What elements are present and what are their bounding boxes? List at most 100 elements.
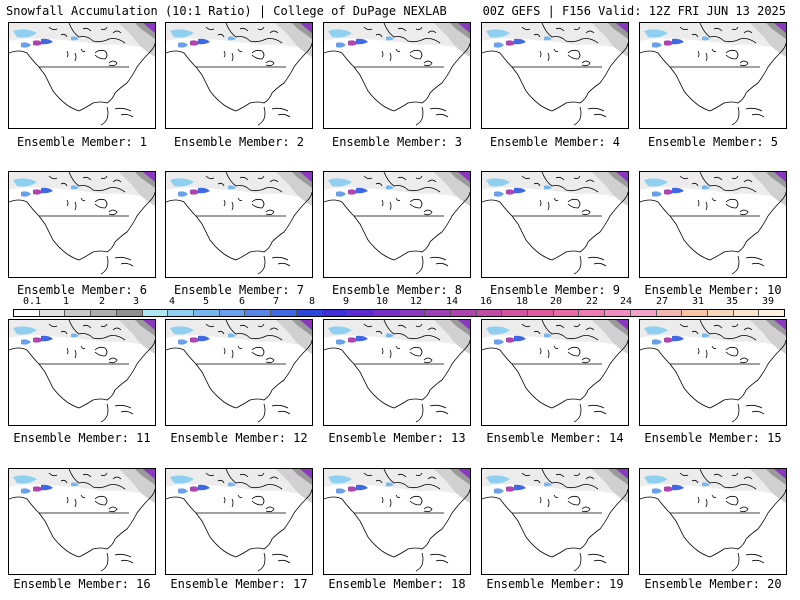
- scale-color-bin: [322, 310, 349, 316]
- ensemble-map-panel: [481, 171, 629, 278]
- geographic-boundaries: [640, 23, 786, 126]
- ensemble-member-label: Ensemble Member: 9: [489, 283, 621, 297]
- snow-shading: [640, 23, 786, 57]
- snow-shading: [482, 469, 628, 503]
- snow-shading: [640, 320, 786, 354]
- snow-shading: [166, 23, 312, 57]
- scale-tick-label: 7: [272, 296, 280, 307]
- scale-color-bin: [553, 310, 580, 316]
- ensemble-map-panel: [481, 319, 629, 426]
- scale-color-bin: [373, 310, 400, 316]
- snow-shading: [9, 23, 155, 57]
- geographic-boundaries: [640, 320, 786, 423]
- ensemble-member-label: Ensemble Member: 6: [16, 283, 148, 297]
- scale-tick-label: 14: [445, 296, 459, 307]
- scale-color-bin: [14, 310, 40, 316]
- scale-color-bin: [630, 310, 657, 316]
- scale-tick-label: 39: [761, 296, 775, 307]
- scale-color-bin: [193, 310, 220, 316]
- scale-tick-label: 16: [479, 296, 493, 307]
- scale-tick-label: 8: [308, 296, 316, 307]
- ensemble-map-panel: [481, 22, 629, 129]
- snow-shading: [9, 172, 155, 206]
- snowfall-color-scale: [13, 309, 785, 317]
- snow-shading: [324, 23, 470, 57]
- ensemble-map-panel: [639, 171, 787, 278]
- snow-shading: [482, 172, 628, 206]
- ensemble-member-label: Ensemble Member: 12: [170, 431, 308, 445]
- geographic-boundaries: [324, 469, 470, 572]
- ensemble-map-panel: [165, 319, 313, 426]
- scale-color-bin: [682, 310, 708, 316]
- ensemble-member-label: Ensemble Member: 7: [173, 283, 305, 297]
- scale-tick-label: 31: [691, 296, 705, 307]
- scale-tick-label: 0.1: [22, 296, 42, 307]
- snow-shading: [166, 469, 312, 503]
- geographic-boundaries: [166, 469, 312, 572]
- geographic-boundaries: [482, 23, 628, 126]
- ensemble-map-panel: [8, 468, 156, 575]
- ensemble-member-label: Ensemble Member: 8: [331, 283, 463, 297]
- ensemble-member-label: Ensemble Member: 17: [170, 577, 308, 591]
- geographic-boundaries: [324, 23, 470, 126]
- geographic-boundaries: [9, 23, 155, 126]
- scale-color-bin: [476, 310, 503, 316]
- scale-color-bin: [605, 310, 631, 316]
- scale-tick-labels: 0.1 1 2 3 4 5 6 7 8 9 10 12 14 16 18 20 22 24 27 31 35 39: [0, 297, 800, 309]
- geographic-boundaries: [166, 172, 312, 275]
- ensemble-map-panel: [639, 468, 787, 575]
- scale-color-bin: [348, 310, 374, 316]
- ensemble-map-panel: [481, 468, 629, 575]
- ensemble-member-label: Ensemble Member: 18: [328, 577, 466, 591]
- ensemble-member-label: Ensemble Member: 1: [16, 135, 148, 149]
- ensemble-map-panel: [165, 22, 313, 129]
- scale-color-bin: [271, 310, 297, 316]
- ensemble-map-panel: [323, 319, 471, 426]
- scale-tick-label: 5: [202, 296, 210, 307]
- ensemble-member-label: Ensemble Member: 4: [489, 135, 621, 149]
- snow-shading: [9, 469, 155, 503]
- snow-shading: [482, 23, 628, 57]
- scale-color-bin: [450, 310, 477, 316]
- scale-tick-label: 6: [238, 296, 246, 307]
- scale-tick-label: 4: [168, 296, 176, 307]
- ensemble-map-panel: [8, 319, 156, 426]
- snow-shading: [166, 172, 312, 206]
- geographic-boundaries: [324, 172, 470, 275]
- snow-shading: [166, 320, 312, 354]
- scale-color-bin: [502, 310, 529, 316]
- ensemble-member-label: Ensemble Member: 10: [644, 283, 782, 297]
- scale-color-bin: [116, 310, 143, 316]
- geographic-boundaries: [482, 172, 628, 275]
- scale-tick-label: 35: [725, 296, 739, 307]
- scale-tick-label: 2: [98, 296, 106, 307]
- ensemble-map-panel: [323, 22, 471, 129]
- scale-tick-label: 10: [375, 296, 389, 307]
- snow-shading: [324, 469, 470, 503]
- ensemble-map-panel: [639, 22, 787, 129]
- scale-tick-label: 18: [515, 296, 529, 307]
- ensemble-map-panel: [323, 171, 471, 278]
- ensemble-map-panel: [639, 319, 787, 426]
- ensemble-member-label: Ensemble Member: 2: [173, 135, 305, 149]
- scale-color-bin: [707, 310, 734, 316]
- geographic-boundaries: [640, 469, 786, 572]
- ensemble-member-label: Ensemble Member: 19: [486, 577, 624, 591]
- geographic-boundaries: [9, 469, 155, 572]
- scale-tick-label: 24: [619, 296, 633, 307]
- ensemble-member-label: Ensemble Member: 3: [331, 135, 463, 149]
- ensemble-map-panel: [165, 468, 313, 575]
- geographic-boundaries: [166, 23, 312, 126]
- scale-color-bin: [142, 310, 169, 316]
- snow-shading: [324, 172, 470, 206]
- scale-color-bin: [168, 310, 194, 316]
- ensemble-map-panel: [8, 22, 156, 129]
- ensemble-member-label: Ensemble Member: 5: [647, 135, 779, 149]
- scale-tick-label: 20: [549, 296, 563, 307]
- geographic-boundaries: [9, 320, 155, 423]
- scale-color-bin: [219, 310, 246, 316]
- scale-tick-label: 1: [62, 296, 70, 307]
- scale-color-bin: [91, 310, 117, 316]
- geographic-boundaries: [9, 172, 155, 275]
- scale-color-bin: [528, 310, 554, 316]
